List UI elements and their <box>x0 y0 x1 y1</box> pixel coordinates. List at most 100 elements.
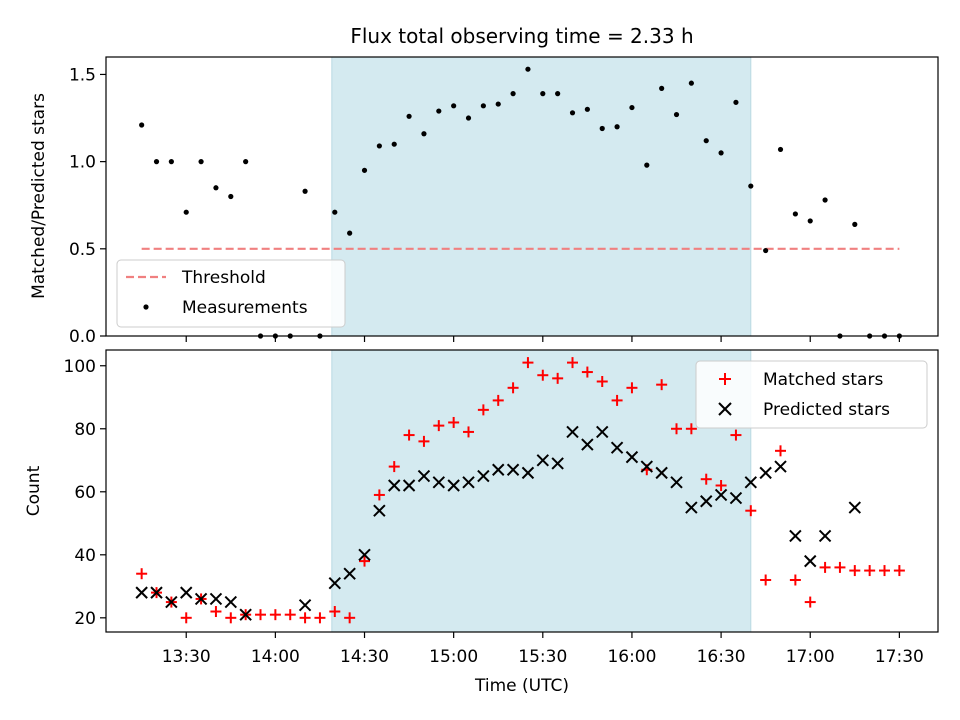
measurement-point <box>243 159 249 165</box>
predicted-x-stroke-b <box>150 586 163 599</box>
measurement-point <box>807 218 813 224</box>
predicted-x-stroke-b <box>432 476 446 489</box>
y-tick-label: 1.0 <box>69 153 96 173</box>
matched-legend-label: Matched stars <box>763 370 883 390</box>
matched-stars-point <box>269 609 281 621</box>
predicted-x-stroke-b <box>566 425 579 439</box>
x-tick-label: 14:30 <box>340 647 389 667</box>
matched-stars-point <box>671 423 683 435</box>
predicted-x-stroke-b <box>789 529 802 543</box>
matched-stars-point <box>700 473 712 485</box>
measurement-point <box>673 111 680 118</box>
top-x-ticks <box>185 336 900 342</box>
measurement-point <box>510 91 516 97</box>
predicted-x-stroke-b <box>135 586 148 599</box>
bottom-panel: 20 40 60 80 100 13:30 14:00 14:30 15:00 15:30 16:… <box>24 349 939 696</box>
predicted-x-stroke-b <box>640 460 654 473</box>
predicted-stars-point <box>566 425 579 439</box>
x-tick-label: 13:30 <box>162 647 211 667</box>
predicted-x-stroke-b <box>506 463 520 476</box>
matched-stars-point <box>715 479 727 491</box>
x-tick-label: 17:00 <box>786 647 835 667</box>
measurement-point <box>614 124 620 130</box>
predicted-x-stroke-b <box>165 595 178 609</box>
measurement-point <box>852 221 858 227</box>
x-tick-label: 15:30 <box>518 647 567 667</box>
top-data-marks <box>139 66 902 339</box>
matched-stars-point <box>552 372 564 384</box>
predicted-x-stroke-b <box>804 554 817 568</box>
predicted-x-stroke-b <box>818 529 832 543</box>
measurement-point <box>540 91 546 97</box>
predicted-x-stroke-b <box>224 595 238 609</box>
x-axis-label: Time (UTC) <box>474 676 569 696</box>
predicted-x-stroke-b <box>536 454 550 467</box>
predicted-stars-point <box>610 441 624 454</box>
predicted-stars-point <box>774 460 787 473</box>
measurement-point <box>569 110 576 116</box>
predicted-x-stroke-b <box>596 425 609 439</box>
predicted-stars-point <box>373 504 386 517</box>
x-tick-label: 17:30 <box>875 647 924 667</box>
predicted-stars-point <box>655 466 668 480</box>
predicted-stars-point <box>165 595 178 609</box>
matched-stars-point <box>685 423 697 435</box>
predicted-stars-point <box>180 586 193 599</box>
x-tick-label: 16:00 <box>607 647 656 667</box>
matched-stars-point <box>849 565 861 577</box>
predicted-stars-point <box>625 450 639 464</box>
predicted-stars-point <box>402 479 416 492</box>
measurement-point <box>777 146 784 153</box>
bottom-observing-span <box>331 349 752 633</box>
measurements-legend-label: Measurements <box>182 298 308 318</box>
matched-stars-point <box>225 612 237 624</box>
measurement-point <box>480 103 486 109</box>
predicted-stars-point <box>506 463 520 476</box>
bottom-legend-box <box>695 360 928 429</box>
y-tick-label: 20 <box>74 609 96 629</box>
predicted-stars-point <box>596 425 609 439</box>
top-y-ticks: 0.0 0.5 1.0 1.5 <box>69 65 106 347</box>
measurement-point <box>555 91 561 97</box>
top-y-axis-label: Matched/Predicted stars <box>29 93 49 299</box>
matched-stars-point <box>760 574 772 586</box>
predicted-stars-point <box>432 476 446 489</box>
predicted-x-stroke-b <box>610 441 624 454</box>
predicted-stars-point <box>804 554 817 568</box>
predicted-stars-point <box>700 495 713 508</box>
predicted-x-stroke-b <box>462 476 475 489</box>
matched-stars-point <box>864 565 876 577</box>
predicted-stars-point <box>209 592 223 606</box>
measurement-point <box>495 101 501 107</box>
measurement-point <box>718 150 724 156</box>
matched-stars-point <box>314 612 326 624</box>
matched-stars-point <box>879 565 891 577</box>
measurement-point <box>376 143 382 149</box>
measurement-point <box>139 122 145 128</box>
matched-stars-point <box>819 561 831 573</box>
measurement-point <box>228 193 234 200</box>
top-legend-box <box>116 259 346 328</box>
matched-stars-point <box>329 606 341 618</box>
predicted-stars-point <box>551 457 564 470</box>
predicted-stars-point <box>714 488 728 502</box>
matched-stars-point <box>567 357 579 369</box>
measurement-point <box>822 197 828 203</box>
predicted-x-stroke-b <box>298 599 312 612</box>
measurement-point <box>465 115 472 121</box>
measurement-point <box>198 159 204 165</box>
predicted-x-stroke-b <box>388 479 401 492</box>
measurement-point <box>629 104 635 111</box>
predicted-x-stroke-b <box>625 450 639 464</box>
matched-stars-point <box>359 555 371 567</box>
bottom-x-ticks: 13:30 14:00 14:30 15:00 15:30 16:00 16:30 17:00… <box>162 632 924 667</box>
y-tick-label: 0.0 <box>69 327 96 347</box>
bottom-y-ticks: 20 40 60 80 100 <box>64 357 106 629</box>
predicted-stars-point <box>521 466 535 480</box>
matched-stars-point <box>537 369 549 381</box>
matched-stars-point <box>656 379 668 391</box>
measurement-point <box>391 141 397 147</box>
predicted-stars-point <box>194 592 208 606</box>
matched-stars-point <box>789 574 801 586</box>
